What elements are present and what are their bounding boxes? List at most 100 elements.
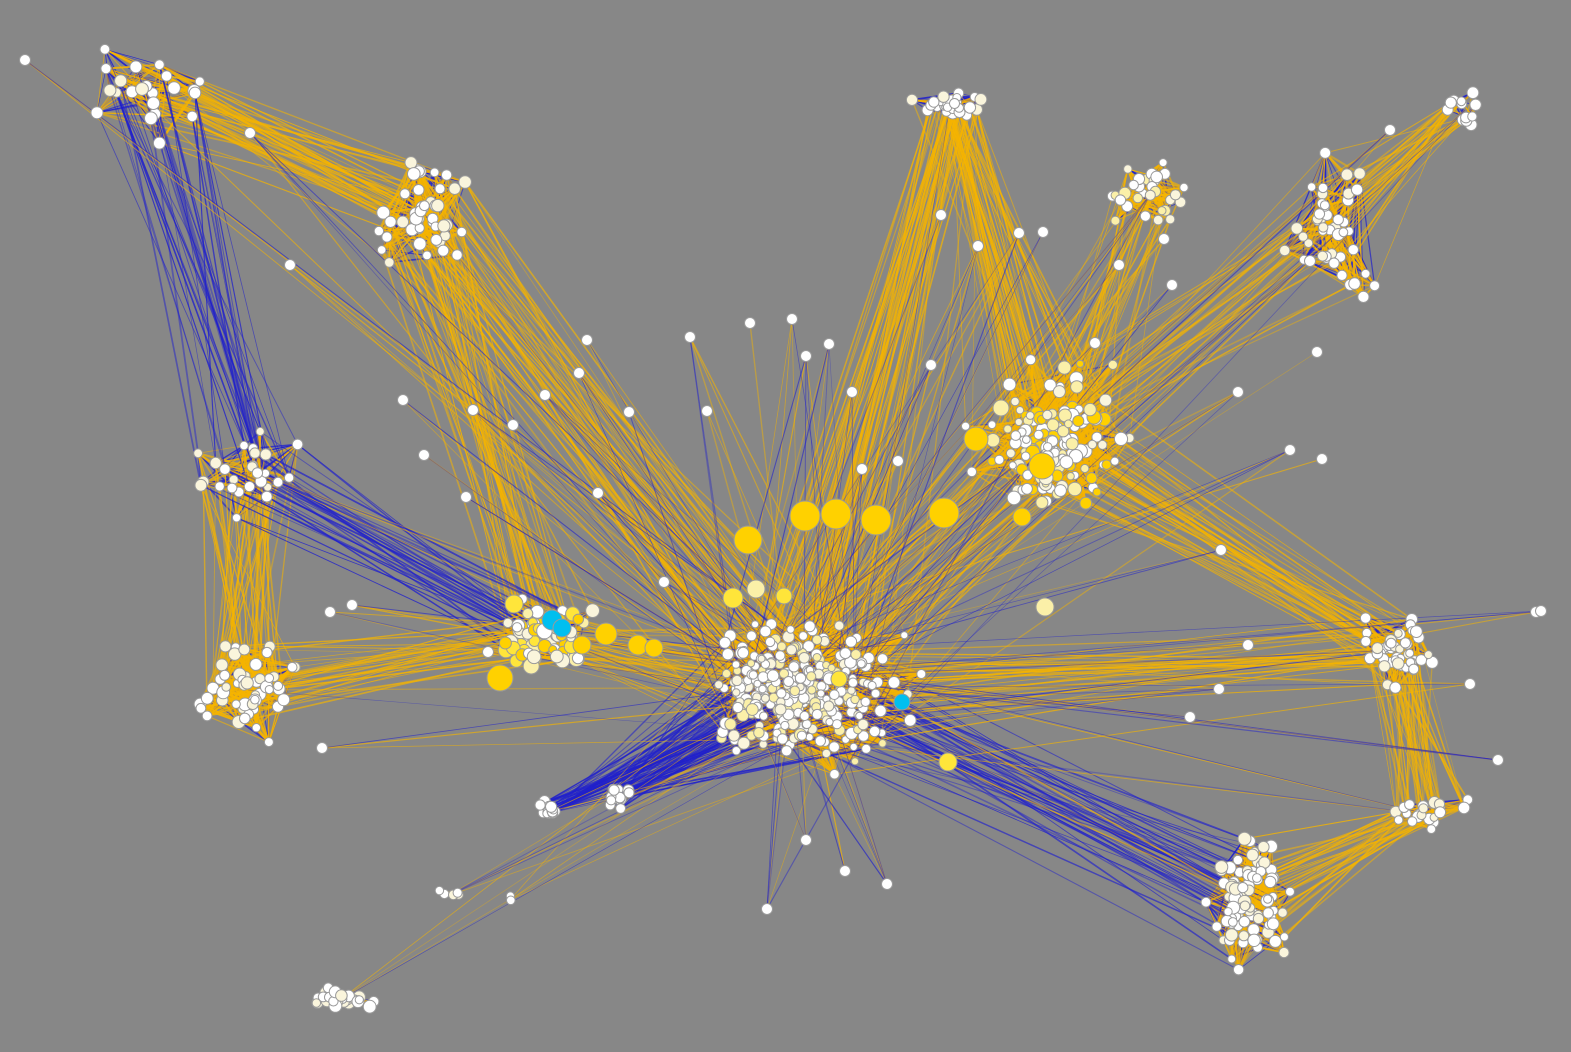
graph-node-loose[interactable] (1113, 259, 1125, 271)
graph-node[interactable] (1285, 886, 1295, 897)
graph-node-hub[interactable] (594, 622, 618, 646)
graph-node[interactable] (900, 631, 909, 640)
graph-node-loose[interactable] (1013, 227, 1025, 239)
graph-node[interactable] (1303, 238, 1314, 248)
graph-node[interactable] (219, 669, 231, 681)
graph-node-loose[interactable] (460, 491, 472, 503)
graph-node[interactable] (572, 613, 584, 625)
graph-node[interactable] (774, 650, 786, 661)
graph-node[interactable] (1408, 663, 1420, 675)
graph-node[interactable] (1010, 430, 1022, 441)
graph-node-loose[interactable] (881, 878, 893, 890)
graph-node[interactable] (396, 215, 410, 229)
graph-node[interactable] (1083, 402, 1097, 417)
graph-node[interactable] (135, 82, 149, 96)
graph-node[interactable] (780, 720, 790, 731)
graph-node[interactable] (1268, 934, 1282, 948)
graph-node[interactable] (249, 447, 261, 459)
graph-node[interactable] (905, 93, 919, 107)
graph-node[interactable] (757, 671, 770, 683)
graph-node[interactable] (724, 718, 737, 731)
graph-node[interactable] (727, 729, 741, 742)
graph-node[interactable] (429, 167, 440, 178)
graph-node[interactable] (1466, 86, 1480, 100)
graph-node-loose[interactable] (316, 742, 328, 754)
graph-node[interactable] (526, 649, 542, 665)
graph-node[interactable] (250, 694, 260, 705)
graph-node[interactable] (794, 672, 807, 684)
graph-node[interactable] (1214, 860, 1229, 874)
graph-node[interactable] (916, 669, 927, 679)
graph-node-hub[interactable] (746, 579, 766, 599)
graph-node[interactable] (1410, 625, 1423, 638)
graph-node[interactable] (249, 657, 263, 671)
graph-node[interactable] (1313, 208, 1326, 220)
graph-node[interactable] (430, 233, 443, 246)
graph-node[interactable] (753, 679, 762, 688)
graph-node[interactable] (1152, 214, 1164, 226)
graph-node[interactable] (272, 476, 284, 488)
graph-node[interactable] (335, 989, 348, 1002)
graph-node[interactable] (1091, 431, 1103, 443)
graph-node[interactable] (1264, 875, 1277, 889)
graph-node[interactable] (732, 701, 744, 714)
graph-node[interactable] (219, 640, 232, 653)
graph-node[interactable] (160, 70, 173, 82)
graph-node[interactable] (549, 649, 564, 664)
graph-node[interactable] (226, 482, 238, 494)
graph-node[interactable] (1348, 277, 1361, 290)
node-layer[interactable] (19, 43, 1547, 1014)
graph-node[interactable] (1353, 167, 1366, 180)
graph-node[interactable] (1006, 490, 1022, 506)
graph-node[interactable] (1150, 170, 1163, 184)
graph-node[interactable] (201, 710, 213, 722)
graph-node[interactable] (1097, 439, 1108, 450)
graph-node[interactable] (856, 659, 866, 669)
graph-node[interactable] (1317, 182, 1329, 194)
graph-node[interactable] (144, 111, 158, 126)
graph-node[interactable] (1237, 831, 1252, 846)
graph-node[interactable] (434, 885, 445, 896)
graph-node[interactable] (798, 631, 809, 641)
graph-node[interactable] (399, 188, 411, 200)
graph-node[interactable] (1114, 194, 1127, 206)
graph-node[interactable] (1238, 930, 1250, 942)
graph-node[interactable] (776, 733, 789, 745)
graph-node[interactable] (286, 661, 298, 673)
graph-node[interactable] (847, 677, 859, 688)
graph-node[interactable] (1227, 917, 1238, 927)
graph-node[interactable] (1169, 189, 1182, 201)
graph-node[interactable] (1085, 472, 1098, 485)
graph-node[interactable] (987, 420, 997, 430)
graph-node-loose[interactable] (658, 576, 670, 588)
graph-node[interactable] (1263, 894, 1273, 904)
graph-node[interactable] (263, 737, 274, 748)
graph-node[interactable] (789, 685, 801, 697)
graph-node[interactable] (807, 685, 817, 695)
graph-node[interactable] (1232, 854, 1244, 866)
graph-node[interactable] (759, 711, 769, 721)
graph-node[interactable] (827, 663, 836, 673)
graph-node[interactable] (1099, 393, 1113, 407)
graph-node[interactable] (1057, 425, 1070, 438)
graph-node[interactable] (759, 625, 772, 638)
graph-node-loose[interactable] (786, 313, 798, 325)
graph-node-hub[interactable] (1028, 452, 1056, 480)
graph-node[interactable] (422, 250, 432, 261)
graph-node-loose[interactable] (467, 404, 479, 416)
graph-node-loose[interactable] (1242, 639, 1254, 651)
graph-node[interactable] (828, 741, 841, 753)
graph-node[interactable] (1070, 380, 1084, 394)
graph-node[interactable] (188, 86, 202, 100)
graph-node[interactable] (214, 481, 225, 492)
graph-node[interactable] (384, 215, 397, 229)
graph-node[interactable] (1079, 496, 1093, 510)
graph-node[interactable] (937, 90, 950, 103)
graph-node[interactable] (1087, 439, 1098, 450)
graph-node[interactable] (829, 768, 840, 780)
graph-node[interactable] (718, 636, 732, 649)
graph-node-loose[interactable] (482, 646, 494, 658)
graph-node[interactable] (585, 603, 600, 618)
graph-node[interactable] (228, 474, 239, 485)
